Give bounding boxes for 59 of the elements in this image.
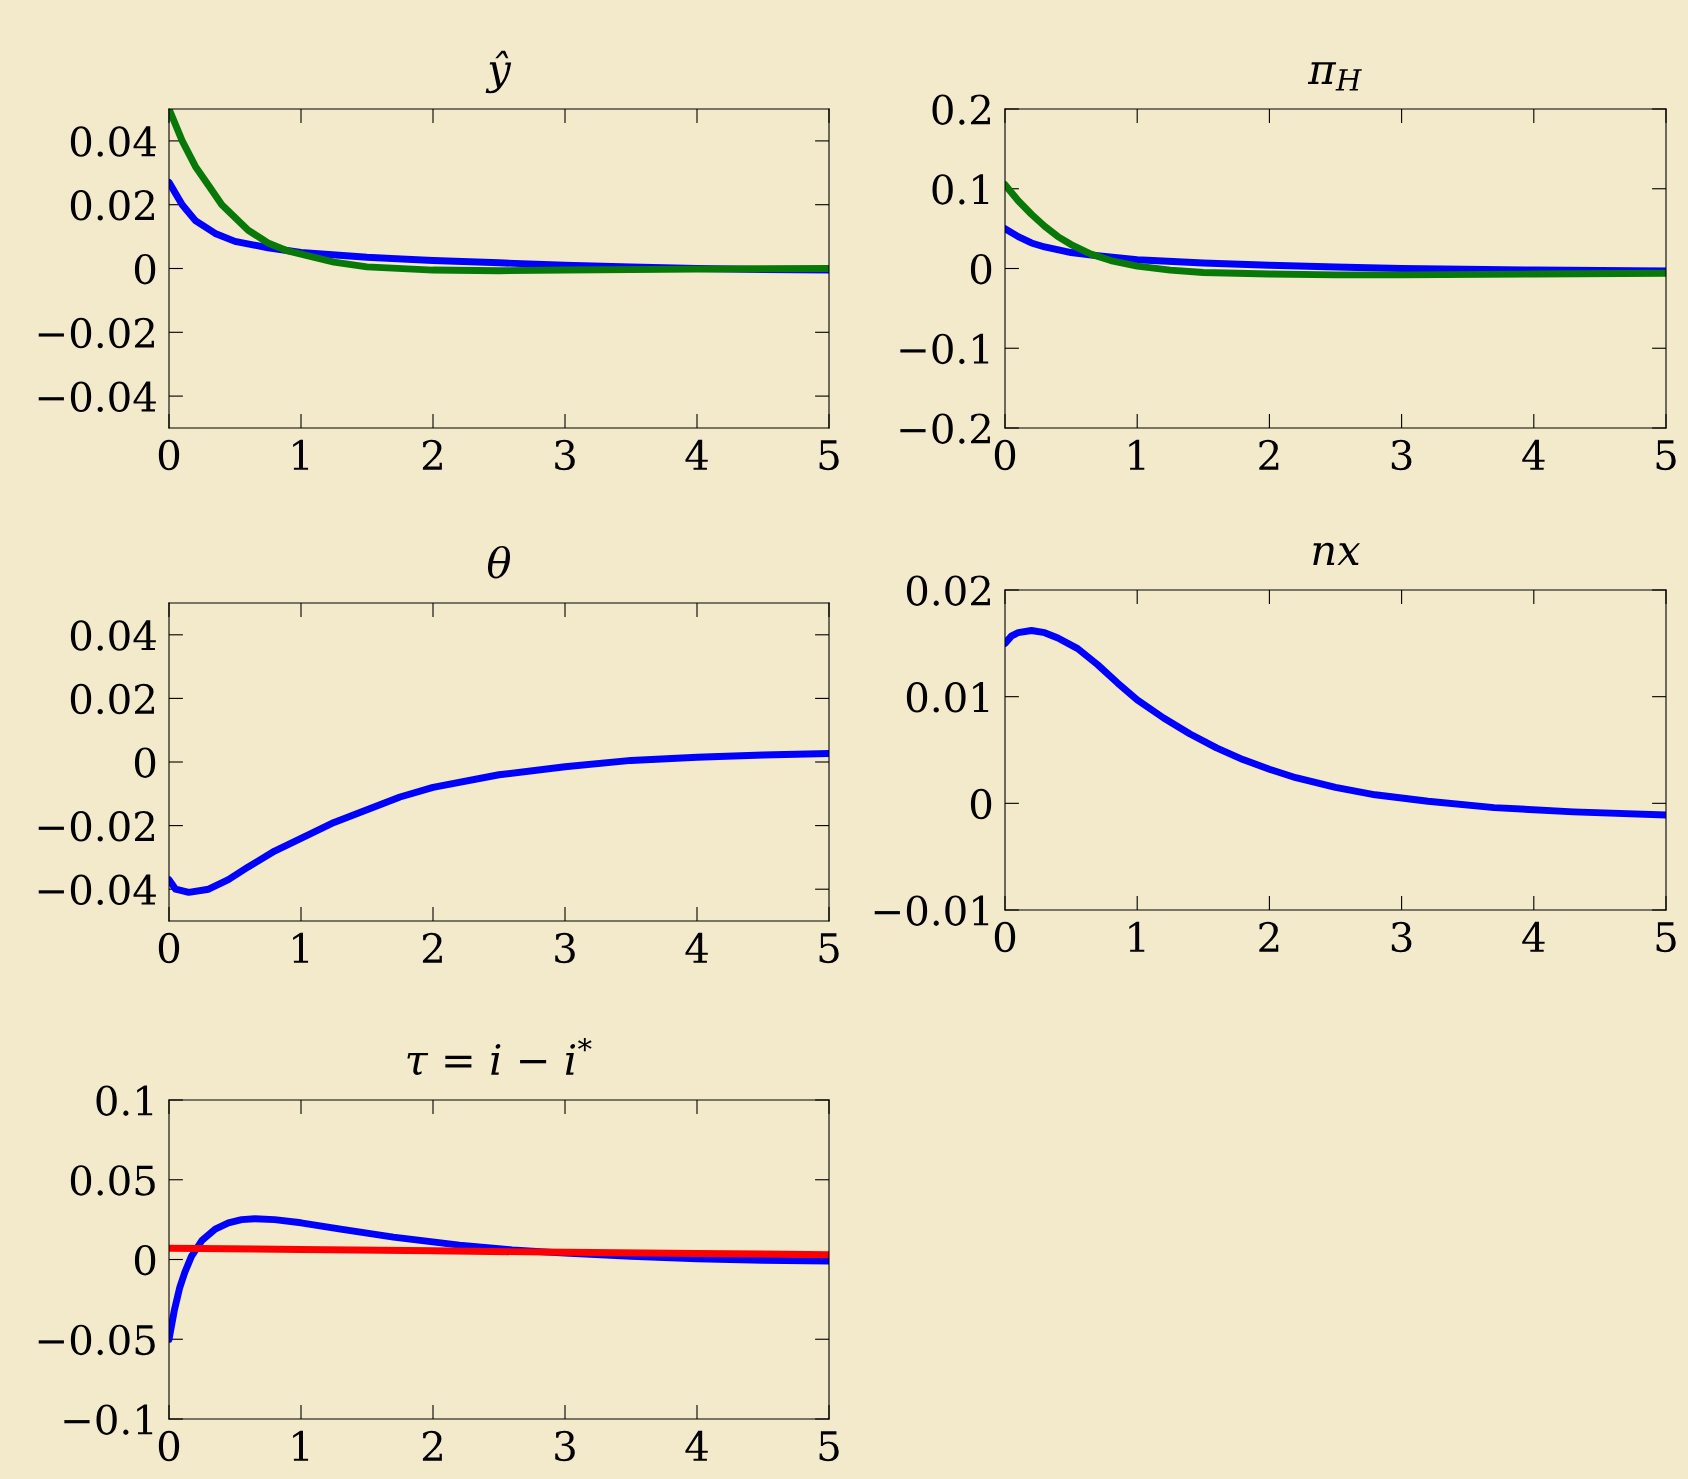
x-tick-label: 0 xyxy=(994,439,1016,471)
chart-title: θ xyxy=(487,545,511,579)
y-tick-label: 0.2 xyxy=(932,94,990,125)
y-tick-label: −0.1 xyxy=(900,333,989,365)
y-tick-label: −0.2 xyxy=(900,413,990,444)
y-tick-label: 0 xyxy=(134,253,156,285)
x-tick-label: 2 xyxy=(1259,921,1279,952)
x-tick-label: 2 xyxy=(422,439,442,470)
y-tick-label: 0 xyxy=(134,1244,156,1276)
x-tick-label: 2 xyxy=(422,932,442,963)
y-tick-label: 0.02 xyxy=(906,575,990,606)
x-tick-label: 1 xyxy=(293,439,309,470)
y-tick-label: 0.02 xyxy=(70,683,154,715)
x-tick-label: 0 xyxy=(158,932,180,964)
x-tick-label: 4 xyxy=(685,1430,708,1461)
x-tick-label: 2 xyxy=(1259,439,1279,470)
x-tick-label: 0 xyxy=(158,1430,180,1462)
x-tick-label: 3 xyxy=(1391,921,1412,953)
x-tick-label: 1 xyxy=(293,1430,309,1461)
x-tick-label: 3 xyxy=(555,1430,575,1462)
chart-title: ŷ xyxy=(485,50,512,94)
x-tick-label: 4 xyxy=(1522,439,1545,470)
x-tick-label: 0 xyxy=(994,921,1016,953)
y-tick-label: −0.04 xyxy=(38,381,156,412)
y-tick-label: 0 xyxy=(134,747,156,778)
x-tick-label: 3 xyxy=(1391,439,1412,471)
x-tick-label: 4 xyxy=(685,932,708,963)
chart-title: τ = i − i$^{*}$ xyxy=(407,1037,592,1075)
x-tick-label: 1 xyxy=(1129,921,1145,952)
x-tick-label: 5 xyxy=(819,933,839,964)
chart-title: nx xyxy=(1313,542,1361,565)
x-tick-label: 3 xyxy=(555,932,575,964)
x-tick-label: 5 xyxy=(819,440,839,471)
y-tick-label: 0 xyxy=(970,788,992,820)
x-tick-label: 5 xyxy=(819,1431,839,1462)
x-tick-label: 1 xyxy=(1129,439,1145,470)
chart-title: π$_{H}$ xyxy=(1307,62,1362,91)
y-tick-label: 0.04 xyxy=(70,126,156,157)
y-tick-label: −0.1 xyxy=(64,1404,153,1435)
x-tick-label: 4 xyxy=(685,439,708,470)
y-tick-label: −0.02 xyxy=(38,811,154,842)
x-tick-label: 3 xyxy=(555,439,575,471)
x-tick-label: 0 xyxy=(158,439,180,471)
y-tick-label: −0.01 xyxy=(874,895,989,926)
y-tick-label: 0.01 xyxy=(906,682,989,713)
y-tick-label: 0.1 xyxy=(932,174,989,205)
y-tick-label: 0.1 xyxy=(96,1085,153,1116)
x-tick-label: 4 xyxy=(1522,921,1545,952)
y-tick-label: 0.04 xyxy=(70,620,156,651)
x-tick-label: 5 xyxy=(1656,922,1676,953)
y-tick-label: 0.05 xyxy=(70,1165,155,1196)
y-tick-label: 0 xyxy=(970,253,992,285)
y-tick-label: −0.02 xyxy=(38,317,154,349)
x-tick-label: 5 xyxy=(1656,440,1676,471)
y-tick-label: −0.04 xyxy=(38,874,156,906)
y-tick-label: 0.02 xyxy=(70,190,154,221)
x-tick-label: 2 xyxy=(422,1430,442,1461)
y-tick-label: −0.05 xyxy=(38,1324,155,1356)
x-tick-label: 1 xyxy=(293,932,309,963)
